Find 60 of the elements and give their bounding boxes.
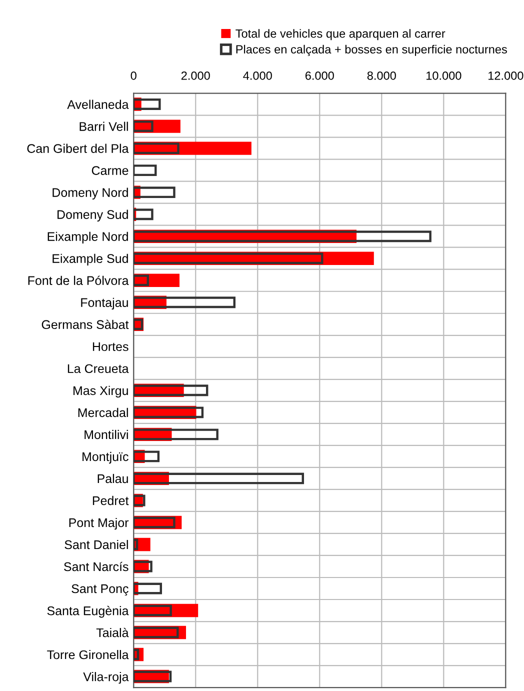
y-tick-label: Taialà [96,628,129,638]
bar [134,538,138,550]
y-tick-label: Barri Vell [80,122,128,131]
bar [134,406,204,418]
y-tick-label: Carme [92,166,128,175]
bar [134,208,154,220]
y-tick-label: Mas Xirgu [74,386,128,398]
y-tick-label: Mercadal [78,408,128,418]
bar [134,230,432,242]
y-tick-label: Domeny Nord [52,188,128,200]
y-tick-label: Vila-roja [83,672,129,684]
y-tick-label: Pont Major [69,518,129,530]
bar [134,274,149,286]
bar [134,98,161,110]
bar [134,164,157,176]
x-tick-label: 12.000 [488,71,524,80]
y-tick-label: Fontajau [81,298,128,310]
bar [134,142,180,154]
bar [134,494,146,506]
bar [134,384,208,396]
x-tick-label: 8.000 [367,71,396,80]
bar [134,648,140,660]
bar [134,186,176,198]
bar [134,252,324,264]
x-tick-label: 2.000 [181,71,210,80]
y-tick-label: Montjuïc [82,452,128,464]
y-tick-label: Avellaneda [67,100,129,109]
y-tick-label: Pedret [92,496,129,506]
bar [134,670,172,682]
y-tick-label: Domeny Sud [58,210,128,222]
y-tick-label: Palau [98,474,128,484]
y-tick-label: Sant Narcís [64,562,128,572]
bar [134,582,162,594]
x-tick-label: 4.000 [243,71,272,80]
y-tick-label: Eixample Nord [48,232,128,244]
y-tick-label: Hortes [92,342,128,352]
bar [134,428,218,440]
y-tick-label: Eixample Sud [52,254,128,266]
bar [134,626,179,638]
bar [134,560,152,572]
y-tick-label: Sant Ponç [72,584,128,596]
bar [134,120,154,132]
bar [134,604,172,616]
y-tick-label: Germans Sàbat [42,320,129,330]
y-tick-label: Montilivi [84,430,128,440]
bar [134,450,160,462]
legend-label: Total de vehicles que aparquen al carrer [236,29,446,40]
x-tick-label: 6.000 [305,71,334,80]
y-tick-label: Sant Daniel [64,540,128,550]
bar [134,472,304,484]
bar [134,296,236,308]
y-tick-label: Torre Gironella [47,650,129,660]
bar [134,516,176,528]
y-tick-label: La Creueta [68,364,129,374]
y-tick-label: Can Gibert del Pla [27,144,129,153]
y-tick-label: Font de la Pólvora [28,276,129,286]
legend-label: Places en calçada + bosses en superficie nocturnes [236,44,507,56]
y-tick-label: Santa Eugènia [47,606,129,618]
x-tick-label: 0 [130,71,136,80]
x-tick-label: 10.000 [426,71,462,80]
